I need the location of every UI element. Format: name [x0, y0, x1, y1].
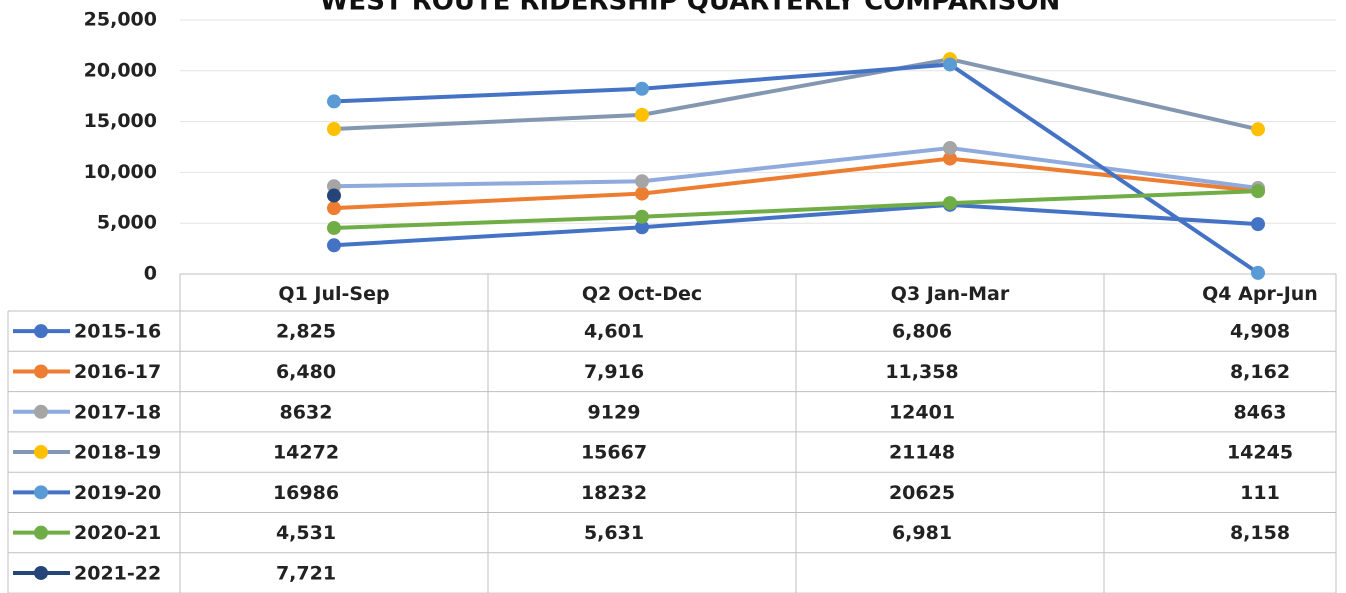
- table-value: 20625: [889, 482, 955, 504]
- data-point: [943, 196, 957, 211]
- series-line: [333, 57, 1259, 132]
- table-value: 12401: [889, 401, 955, 423]
- data-point: [635, 220, 649, 235]
- table-value: 4,531: [276, 522, 336, 544]
- legend-marker: [34, 485, 48, 500]
- legend-marker: [34, 445, 48, 460]
- table-value: 8,158: [1230, 522, 1290, 544]
- table-value: 8632: [280, 401, 333, 423]
- data-point: [943, 141, 957, 156]
- legend-marker: [34, 404, 48, 419]
- table-value: 15667: [581, 442, 647, 464]
- data-point: [1251, 217, 1265, 232]
- table-value: 18232: [581, 482, 647, 504]
- table-value: 11,358: [885, 361, 958, 383]
- data-point: [943, 151, 957, 166]
- table-value: 2,825: [276, 321, 336, 343]
- data-point: [1251, 265, 1265, 280]
- legend-marker: [34, 565, 48, 580]
- table-value: 8,162: [1230, 361, 1290, 383]
- legend-marker: [34, 324, 48, 339]
- data-point: [635, 209, 649, 224]
- data-point: [635, 174, 649, 189]
- legend-label: 2015-16: [74, 321, 161, 343]
- x-tick-label: Q3 Jan-Mar: [891, 283, 1010, 305]
- data-point: [327, 121, 341, 136]
- data-point: [635, 81, 649, 96]
- table-value: 4,908: [1230, 321, 1290, 343]
- legend-marker: [34, 364, 48, 379]
- table-value: 6,806: [892, 321, 952, 343]
- chart-title: WEST ROUTE RIDERSHIP QUARTERLY COMPARISO…: [320, 0, 1061, 17]
- table-value: 16986: [273, 482, 339, 504]
- table-value: 7,721: [276, 562, 336, 584]
- data-point: [943, 57, 957, 72]
- y-tick-label: 5,000: [97, 212, 157, 234]
- table-value: 7,916: [584, 361, 644, 383]
- x-tick-label: Q1 Jul-Sep: [278, 283, 389, 305]
- table-value: 6,981: [892, 522, 952, 544]
- table-value: 111: [1240, 482, 1280, 504]
- table-value: 9129: [588, 401, 641, 423]
- legend-label: 2021-22: [74, 562, 161, 584]
- legend-label: 2019-20: [74, 482, 161, 504]
- data-point: [635, 107, 649, 122]
- data-point: [1251, 122, 1265, 137]
- series-line: [333, 189, 1259, 230]
- y-tick-label: 15,000: [84, 110, 157, 132]
- series-line: [333, 145, 1259, 190]
- legend-label: 2020-21: [74, 522, 161, 544]
- table-value: 14272: [273, 442, 339, 464]
- data-point: [635, 186, 649, 201]
- data-point: [327, 94, 341, 109]
- table-value: 14245: [1227, 442, 1293, 464]
- y-tick-label: 25,000: [84, 9, 157, 31]
- legend-label: 2017-18: [74, 401, 161, 423]
- legend-label: 2018-19: [74, 442, 161, 464]
- data-point: [327, 201, 341, 216]
- table-value: 4,601: [584, 321, 644, 343]
- table-value: 5,631: [584, 522, 644, 544]
- data-point: [327, 238, 341, 253]
- x-tick-label: Q4 Apr-Jun: [1202, 283, 1318, 305]
- legend-marker: [34, 525, 48, 540]
- y-tick-label: 20,000: [84, 59, 157, 81]
- data-point: [327, 188, 341, 203]
- table-value: 21148: [889, 442, 955, 464]
- series-line: [333, 156, 1259, 211]
- table-value: 8463: [1234, 401, 1287, 423]
- y-tick-label: 0: [144, 263, 157, 285]
- series-line: [333, 62, 1260, 275]
- data-point: [1251, 184, 1265, 199]
- x-tick-label: Q2 Oct-Dec: [582, 283, 702, 305]
- data-point: [327, 220, 341, 235]
- table-value: 6,480: [276, 361, 336, 383]
- y-tick-label: 10,000: [84, 161, 157, 183]
- series-line: [333, 202, 1259, 248]
- legend-label: 2016-17: [74, 361, 161, 383]
